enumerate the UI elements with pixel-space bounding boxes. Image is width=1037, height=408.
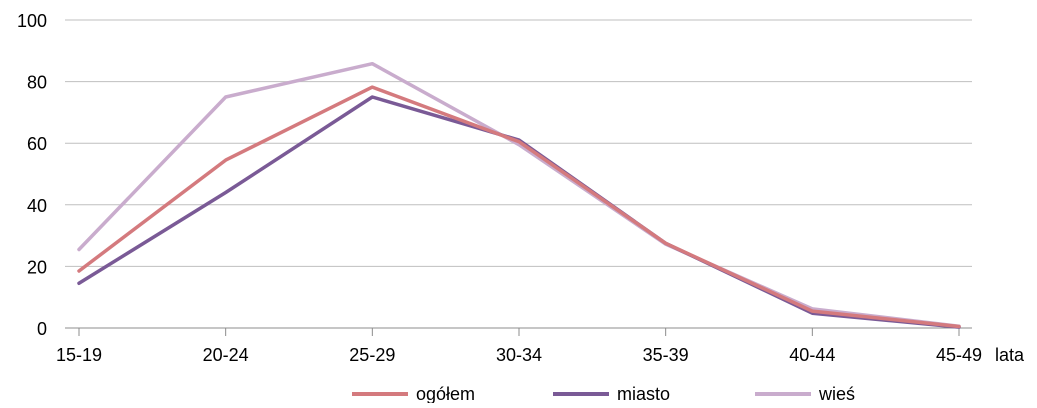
x-tick-label: 30-34	[496, 345, 542, 365]
series-lines	[77, 61, 961, 329]
axes: 0 20 40 60 80 100 15-19 20-24 25-29 30-34 35-39 40-…	[17, 11, 1025, 365]
x-tick-label: 45-49	[936, 345, 982, 365]
legend: ogółem miasto wieś	[352, 384, 855, 404]
y-tick-label: 0	[37, 319, 47, 339]
legend-label: wieś	[818, 384, 855, 403]
y-tick-label: 20	[27, 257, 47, 277]
y-tick-label: 80	[27, 73, 47, 93]
x-tick-label: 35-39	[643, 345, 689, 365]
y-tick-label: 100	[17, 11, 47, 31]
legend-label: ogółem	[416, 384, 475, 403]
x-axis-label: lata	[995, 345, 1025, 365]
legend-label: miasto	[617, 384, 670, 403]
series-line-1	[77, 95, 961, 329]
x-tick-label: 40-44	[789, 345, 835, 365]
series-line-2	[77, 61, 961, 328]
y-tick-label: 40	[27, 196, 47, 216]
x-tick-label: 15-19	[56, 345, 102, 365]
series-line-0	[77, 85, 961, 329]
x-tick-label: 20-24	[203, 345, 249, 365]
y-tick-label: 60	[27, 134, 47, 154]
x-tick-label: 25-29	[349, 345, 395, 365]
